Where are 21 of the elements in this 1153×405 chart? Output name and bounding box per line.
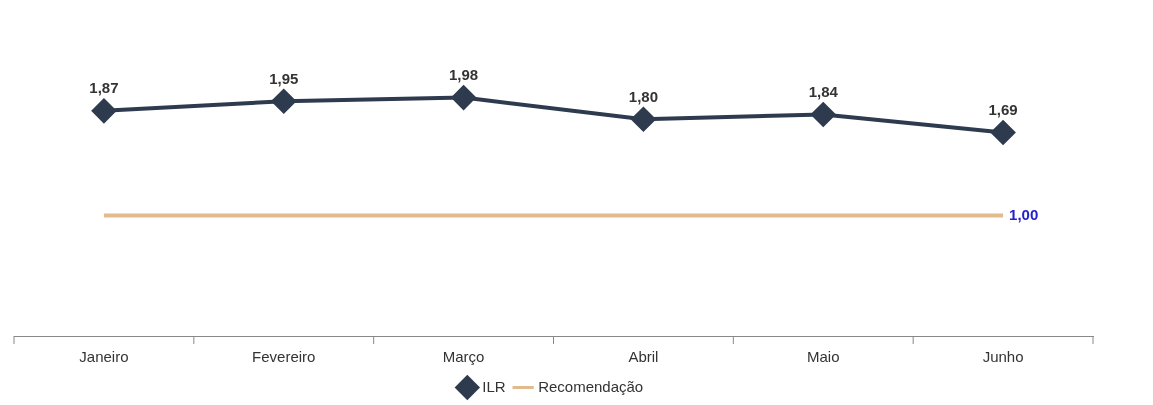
- point: [631, 107, 656, 132]
- legend-label: Recomendação: [538, 377, 644, 395]
- x-tick-label: Abril: [628, 348, 659, 366]
- x-tick-label: Fevereiro: [252, 348, 316, 366]
- x-tick-label: Janeiro: [79, 348, 129, 366]
- data-label: 1,84: [808, 83, 839, 101]
- data-label: 1,95: [269, 69, 299, 87]
- data-label: 1,69: [988, 101, 1018, 119]
- point: [91, 98, 116, 123]
- point: [991, 120, 1016, 145]
- point: [451, 85, 476, 110]
- x-tick-label: Março: [442, 348, 485, 366]
- point: [271, 89, 296, 114]
- data-label: 1,87: [89, 79, 119, 97]
- data-label: 1,00: [1009, 205, 1039, 223]
- point: [811, 102, 836, 127]
- x-tick-label: Maio: [806, 348, 840, 366]
- x-tick-label: Junho: [982, 348, 1024, 366]
- legend-label: ILR: [482, 377, 506, 395]
- data-label: 1,98: [448, 66, 479, 84]
- data-label: 1,80: [628, 87, 659, 105]
